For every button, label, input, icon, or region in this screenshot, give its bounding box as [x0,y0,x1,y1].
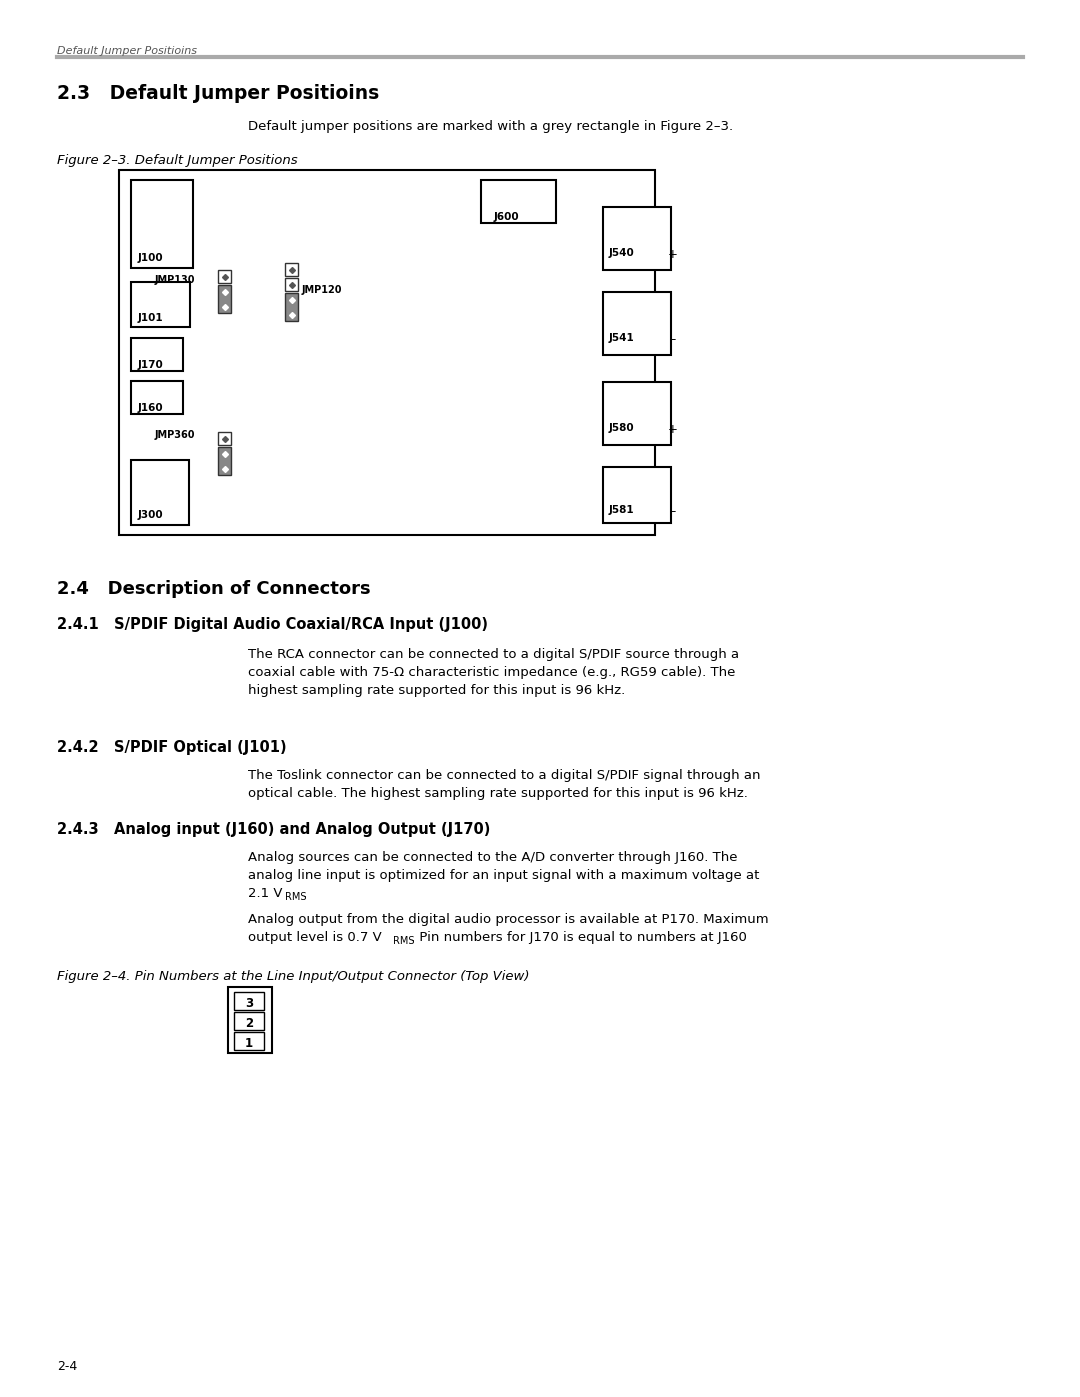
Text: coaxial cable with 75-Ω characteristic impedance (e.g., RG59 cable). The: coaxial cable with 75-Ω characteristic i… [248,666,735,679]
Text: 2: 2 [245,1017,253,1030]
Bar [285,263,298,277]
Bar [131,282,190,327]
Text: 2.4.3   Analog input (J160) and Analog Output (J170): 2.4.3 Analog input (J160) and Analog Out… [57,821,490,837]
Text: output level is 0.7 V: output level is 0.7 V [248,930,381,944]
Bar [285,278,298,291]
Text: Default Jumper Positioins: Default Jumper Positioins [57,46,197,56]
Text: Figure 2–3. Default Jumper Positions: Figure 2–3. Default Jumper Positions [57,154,298,168]
Bar [218,432,231,446]
Bar [285,293,298,321]
Bar [234,1032,264,1051]
Text: 2.3   Default Jumper Positioins: 2.3 Default Jumper Positioins [57,84,379,103]
Text: 2-4: 2-4 [57,1361,78,1373]
Bar [603,207,671,270]
Text: J300: J300 [138,510,164,520]
Text: 2.1 V: 2.1 V [248,887,283,900]
Text: J580: J580 [609,423,635,433]
Text: 3: 3 [245,997,253,1010]
Text: J170: J170 [138,360,164,370]
Text: –: – [669,504,675,518]
Text: 2.4   Description of Connectors: 2.4 Description of Connectors [57,580,370,598]
Bar [218,447,231,475]
Text: RMS: RMS [393,936,415,946]
Text: J100: J100 [138,253,164,263]
Text: J581: J581 [609,504,635,515]
Text: analog line input is optimized for an input signal with a maximum voltage at: analog line input is optimized for an in… [248,869,759,882]
Text: JMP130: JMP130 [156,275,195,285]
Bar [131,180,193,268]
Text: RMS: RMS [285,893,307,902]
Text: The Toslink connector can be connected to a digital S/PDIF signal through an: The Toslink connector can be connected t… [248,768,760,782]
Text: JMP120: JMP120 [302,285,342,295]
Bar [234,992,264,1010]
Bar [234,1011,264,1030]
Bar [131,338,183,372]
Text: .: . [303,887,307,900]
Text: J160: J160 [138,402,164,414]
Text: 2.4.1   S/PDIF Digital Audio Coaxial/RCA Input (J100): 2.4.1 S/PDIF Digital Audio Coaxial/RCA I… [57,617,488,631]
Text: Default jumper positions are marked with a grey rectangle in Figure 2–3.: Default jumper positions are marked with… [248,120,733,133]
Text: J101: J101 [138,313,164,323]
Text: Analog output from the digital audio processor is available at P170. Maximum: Analog output from the digital audio pro… [248,914,769,926]
Bar [603,292,671,355]
Text: Analog sources can be connected to the A/D converter through J160. The: Analog sources can be connected to the A… [248,851,738,863]
Bar [131,381,183,414]
Bar [119,170,654,535]
Text: J541: J541 [609,332,635,344]
Text: 2.4.2   S/PDIF Optical (J101): 2.4.2 S/PDIF Optical (J101) [57,740,286,754]
Bar [481,180,556,224]
Text: . Pin numbers for J170 is equal to numbers at J160: . Pin numbers for J170 is equal to numbe… [411,930,747,944]
Bar [603,381,671,446]
Text: J600: J600 [494,212,519,222]
Text: –: – [669,332,675,346]
Bar [218,270,231,284]
Text: +: + [669,423,678,436]
Bar [131,460,189,525]
Text: The RCA connector can be connected to a digital S/PDIF source through a: The RCA connector can be connected to a … [248,648,739,661]
Text: optical cable. The highest sampling rate supported for this input is 96 kHz.: optical cable. The highest sampling rate… [248,787,747,800]
Text: J540: J540 [609,249,635,258]
Text: Figure 2–4. Pin Numbers at the Line Input/Output Connector (Top View): Figure 2–4. Pin Numbers at the Line Inpu… [57,970,529,983]
Text: +: + [669,249,678,261]
Bar [228,988,272,1053]
Text: 1: 1 [245,1037,253,1051]
Text: JMP360: JMP360 [156,430,195,440]
Text: highest sampling rate supported for this input is 96 kHz.: highest sampling rate supported for this… [248,685,625,697]
Bar [218,285,231,313]
Bar [603,467,671,522]
